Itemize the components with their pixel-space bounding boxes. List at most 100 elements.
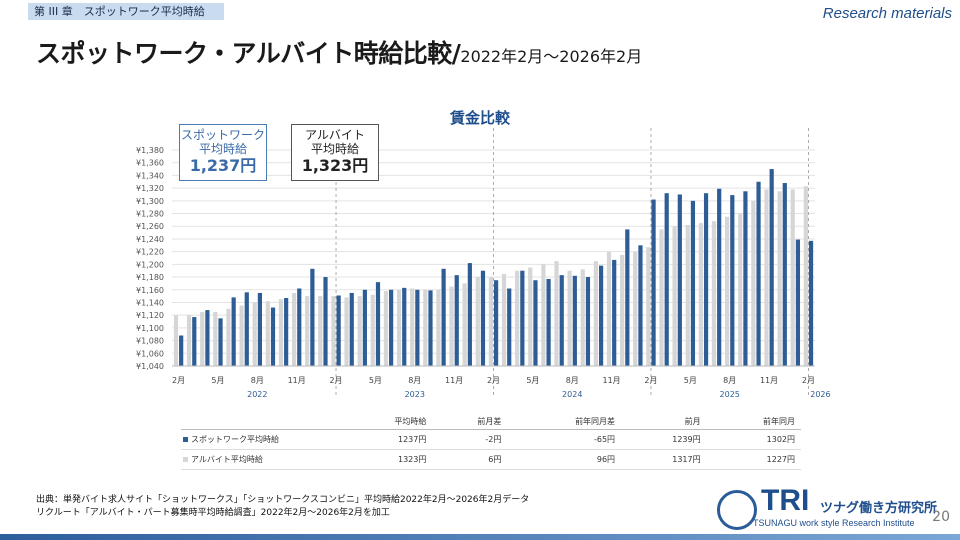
spot-bar — [402, 287, 407, 366]
arbeit-bar — [370, 294, 375, 366]
y-tick-label: ¥1,100 — [136, 324, 164, 333]
page-number: 20 — [932, 509, 950, 525]
spot-bar — [441, 268, 446, 366]
arbeit-bar — [278, 299, 284, 366]
table-header: 前月 — [621, 414, 707, 430]
row-name: アルバイト平均時給 — [191, 455, 263, 464]
spot-bar — [428, 290, 433, 366]
x-tick-label: 8月 — [408, 376, 421, 385]
arbeit-bar — [606, 251, 612, 366]
spot-bar — [297, 288, 302, 366]
spot-bar — [585, 277, 591, 366]
arbeit-bar — [790, 189, 795, 366]
y-tick-label: ¥1,300 — [136, 197, 164, 206]
arbeit-bar — [528, 267, 533, 366]
arbeit-bar — [751, 200, 756, 366]
x-tick-label: 2月 — [802, 376, 815, 385]
spot-callout-value: 1,237円 — [189, 156, 257, 175]
page-title: スポットワーク・アルバイト時給比較/2022年2月～2026年2月 — [36, 34, 642, 70]
arbeit-bar — [488, 277, 493, 366]
spot-bar — [415, 289, 420, 366]
spot-bar — [612, 259, 617, 366]
y-tick-label: ¥1,340 — [136, 171, 164, 180]
spot-bar — [703, 193, 709, 366]
table-cell: 1323円 — [338, 449, 433, 470]
chapter-label: 第 III 章 スポットワーク平均時給 — [28, 3, 224, 20]
arbeit-bar — [305, 296, 310, 366]
table-header: 前月差 — [432, 414, 508, 430]
arbeit-bar — [200, 312, 205, 366]
spot-bar — [480, 270, 486, 366]
logo-tri-text: TRI — [761, 484, 810, 517]
arbeit-bar — [213, 312, 218, 366]
x-tick-label: 8月 — [723, 376, 736, 385]
spot-bar — [257, 292, 262, 366]
spot-bar — [690, 200, 696, 366]
x-tick-label: 8月 — [566, 376, 579, 385]
y-tick-label: ¥1,220 — [136, 248, 164, 257]
x-tick-label: 5月 — [526, 376, 539, 385]
y-tick-label: ¥1,140 — [136, 298, 164, 307]
spot-bar — [231, 297, 236, 366]
arbeit-bar — [646, 247, 651, 366]
x-tick-label: 5月 — [369, 376, 382, 385]
table-cell: 1237円 — [338, 429, 433, 450]
x-tick-label: 2月 — [172, 376, 185, 385]
spot-bar — [598, 265, 604, 366]
year-label: 2023 — [405, 390, 425, 399]
spot-bar — [808, 240, 814, 366]
x-tick-label: 11月 — [760, 376, 778, 385]
x-tick-label: 8月 — [251, 376, 264, 385]
title-period: 2022年2月～2026年2月 — [460, 47, 643, 66]
arbeit-bar — [698, 223, 703, 366]
spot-bar — [507, 288, 512, 366]
spot-bar — [389, 289, 394, 366]
arbeit-bar — [475, 277, 480, 366]
arbeit-bar — [685, 224, 690, 366]
spot-bar — [625, 229, 630, 366]
arbeit-bar — [672, 226, 677, 366]
spot-bar — [743, 191, 748, 366]
spot-bar — [244, 292, 249, 366]
spot-bar — [572, 275, 577, 366]
table-cell: 6円 — [432, 449, 508, 470]
row-name: スポットワーク平均時給 — [191, 435, 279, 444]
table-row: アルバイト平均時給 1323円 6円 96円 1317円 1227円 — [181, 449, 801, 470]
arbeit-swatch — [183, 457, 188, 462]
spot-bar — [349, 292, 354, 366]
arbeit-callout-label1: アルバイト — [305, 128, 365, 142]
x-tick-label: 2月 — [644, 376, 657, 385]
arbeit-bar — [659, 229, 664, 366]
y-tick-label: ¥1,120 — [136, 311, 164, 320]
spot-bar — [467, 263, 472, 366]
table-header-row: 平均時給 前月差 前年同月差 前月 前年同月 — [181, 414, 801, 430]
spot-bar — [192, 317, 197, 366]
spot-bar — [559, 275, 564, 366]
x-tick-label: 5月 — [684, 376, 697, 385]
spot-bar — [651, 199, 656, 366]
spot-callout-label1: スポットワーク — [180, 128, 265, 142]
summary-table: 平均時給 前月差 前年同月差 前月 前年同月 スポットワーク平均時給 1237円… — [181, 414, 801, 470]
y-tick-label: ¥1,200 — [136, 260, 164, 269]
tri-logo-icon — [717, 490, 757, 530]
year-label: 2024 — [562, 390, 582, 399]
y-tick-label: ¥1,080 — [136, 337, 164, 346]
spot-bar — [533, 280, 538, 366]
spot-bar — [310, 268, 315, 366]
y-tick-label: ¥1,260 — [136, 222, 164, 231]
table-row-label: アルバイト平均時給 — [181, 449, 338, 470]
table-row-label: スポットワーク平均時給 — [181, 429, 338, 450]
arbeit-bar — [344, 297, 349, 366]
arbeit-bar — [239, 305, 244, 366]
arbeit-bar — [173, 315, 179, 366]
spot-bar — [717, 188, 722, 366]
spot-bar — [179, 335, 184, 366]
table-cell: 96円 — [507, 449, 622, 470]
y-tick-label: ¥1,040 — [136, 362, 164, 371]
table-cell: 1239円 — [621, 429, 707, 450]
arbeit-bar — [265, 301, 270, 366]
arbeit-bar — [777, 191, 782, 366]
spot-bar — [218, 318, 223, 366]
y-tick-label: ¥1,320 — [136, 184, 164, 193]
arbeit-bar — [803, 186, 808, 366]
